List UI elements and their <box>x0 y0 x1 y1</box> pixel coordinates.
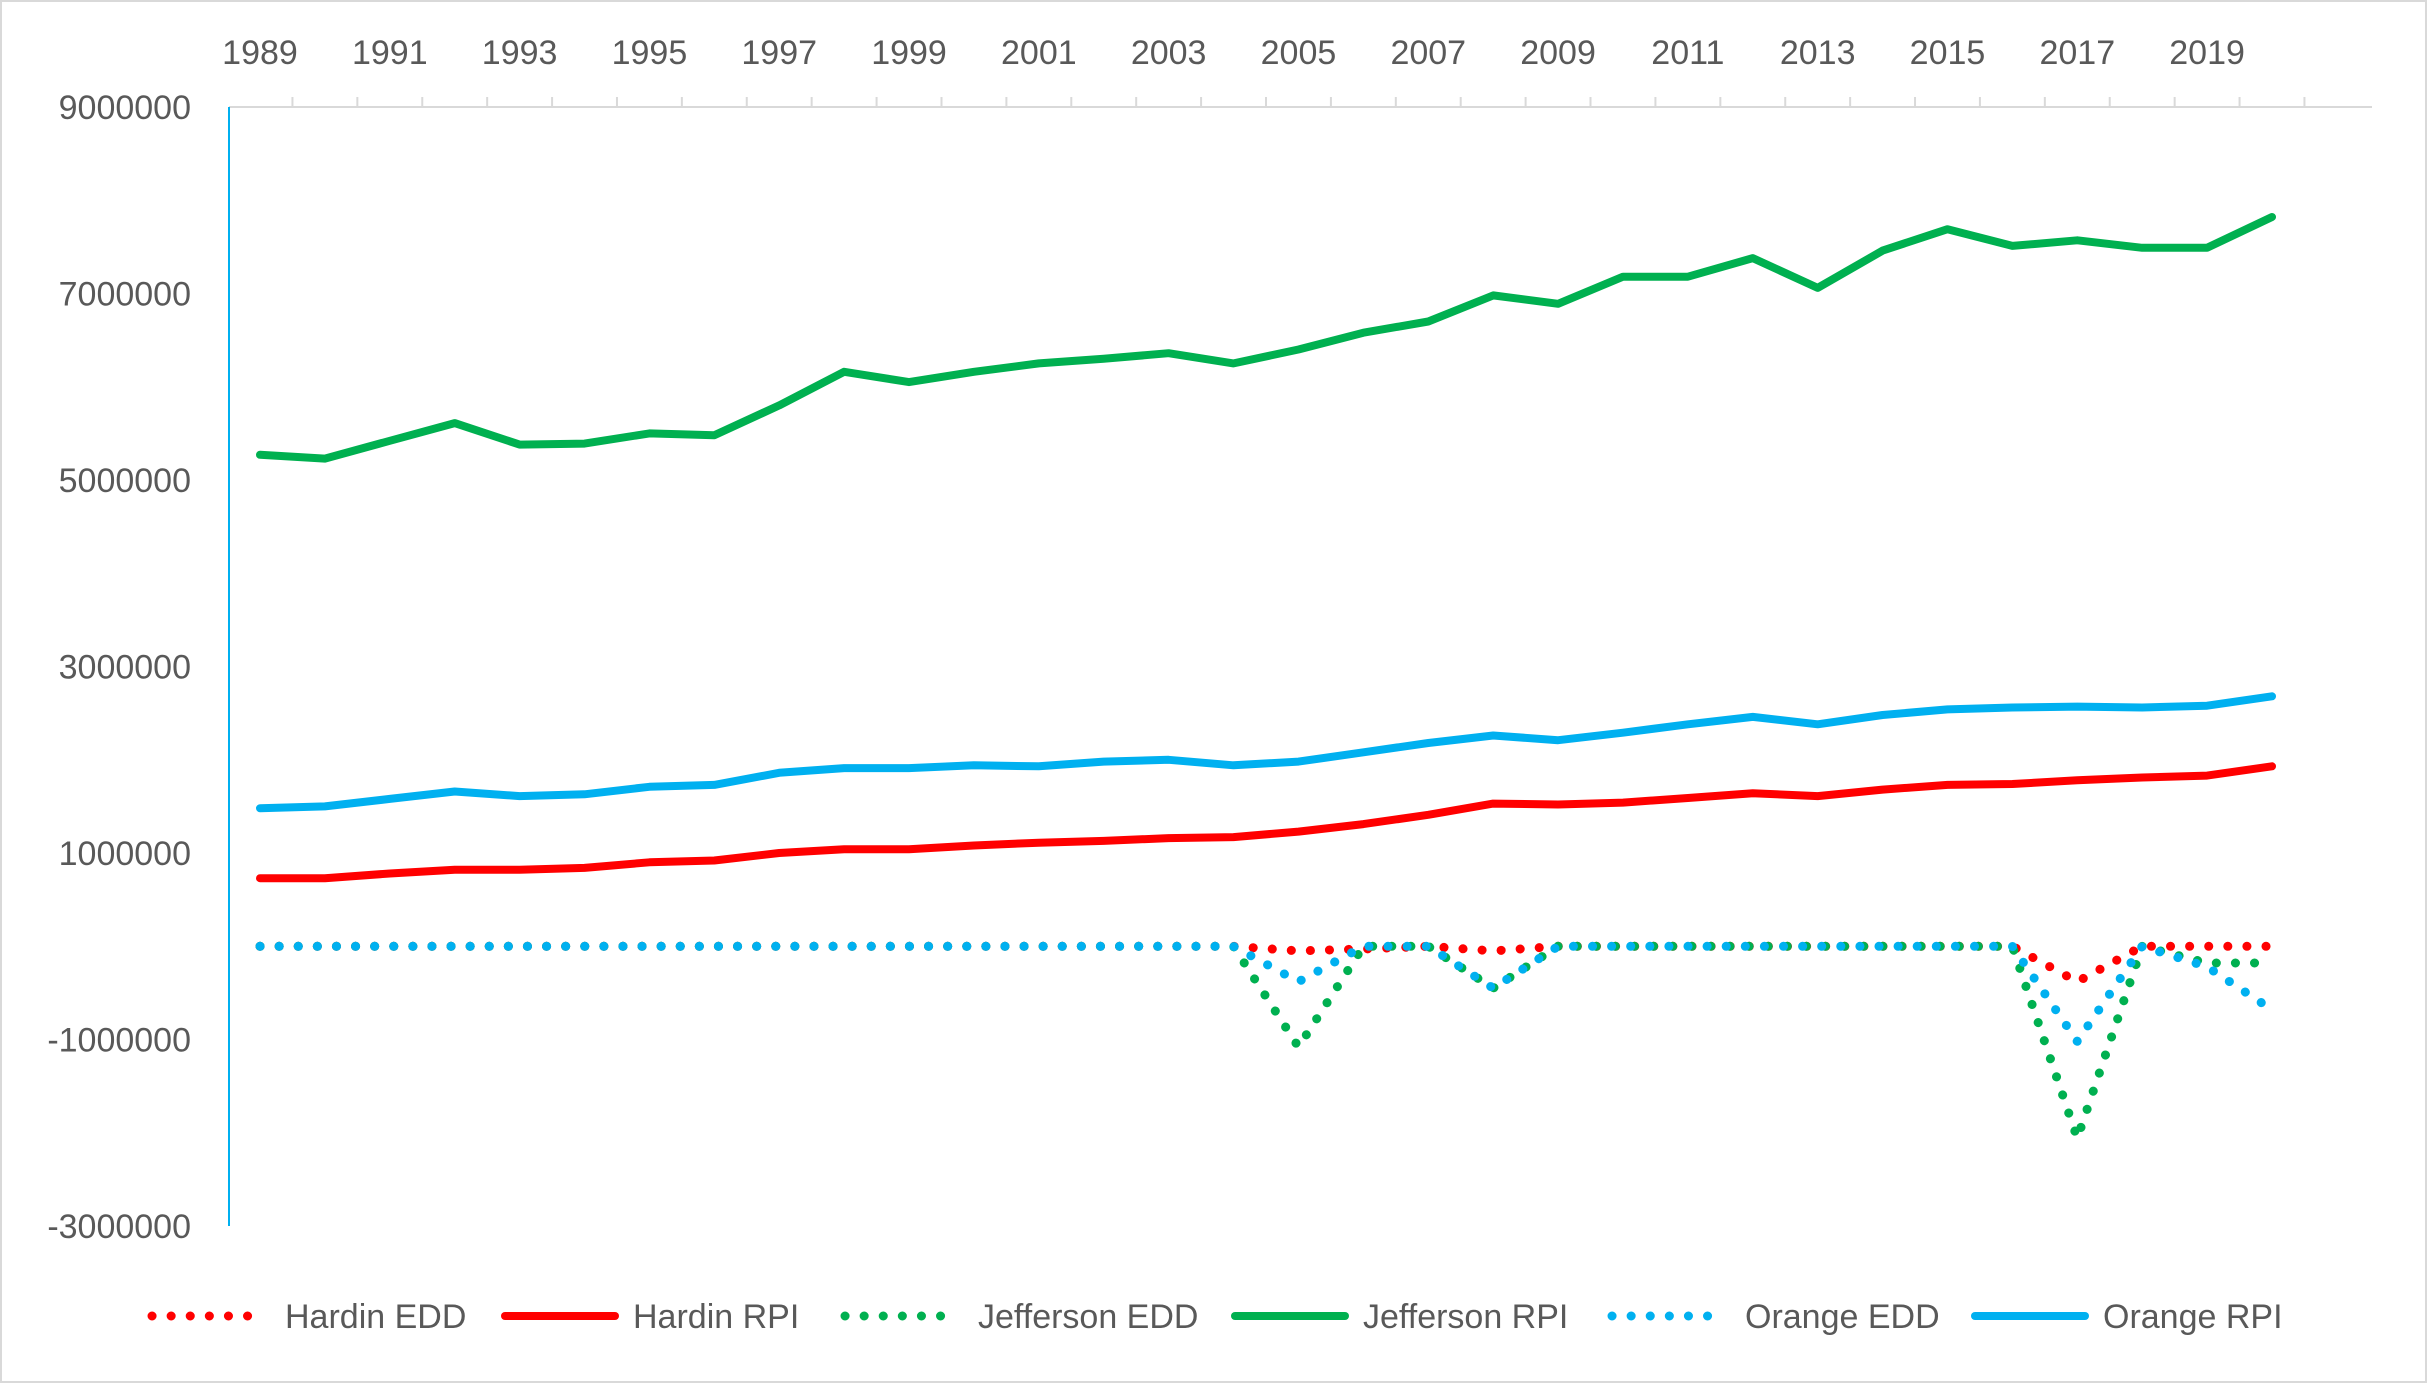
x-tick-label: 2019 <box>2169 34 2245 72</box>
y-tick-label: 3000000 <box>59 649 191 687</box>
legend-label: Jefferson RPI <box>1363 1298 1568 1336</box>
legend-label: Orange RPI <box>2103 1298 2283 1336</box>
x-tick-label: 1995 <box>612 34 688 72</box>
legend-item: Hardin RPI <box>501 1298 799 1336</box>
y-tick-label: -3000000 <box>47 1208 191 1246</box>
legend-item: Jefferson EDD <box>840 1298 1198 1336</box>
legend-label: Hardin EDD <box>285 1298 466 1336</box>
y-tick-label: 1000000 <box>59 835 191 873</box>
x-tick-label: 2001 <box>1001 34 1077 72</box>
x-tick-label: 2005 <box>1261 34 1337 72</box>
y-tick-label: 7000000 <box>59 276 191 314</box>
x-tick-label: 1997 <box>741 34 817 72</box>
x-tick-label: 2015 <box>1910 34 1986 72</box>
legend-item: Orange EDD <box>1607 1298 1940 1336</box>
series-line-orange-rpi <box>256 692 2276 813</box>
legend-item: Jefferson RPI <box>1231 1298 1568 1336</box>
series-line-hardin-rpi <box>256 762 2276 883</box>
x-tick-label: 2011 <box>1651 34 1724 72</box>
legend-label: Orange EDD <box>1745 1298 1940 1336</box>
legend-label: Jefferson EDD <box>978 1298 1198 1336</box>
x-tick-label: 1991 <box>352 34 428 72</box>
x-tick-label: 2013 <box>1780 34 1856 72</box>
y-tick-label: 9000000 <box>59 89 191 127</box>
series-line-orange-edd <box>255 941 2277 1046</box>
series-line-jefferson-rpi <box>256 213 2276 463</box>
series-line-jefferson-edd <box>255 941 2277 1143</box>
y-tick-label: -1000000 <box>47 1022 191 1060</box>
y-tick-label: 5000000 <box>59 462 191 500</box>
x-tick-label: 2003 <box>1131 34 1207 72</box>
x-tick-label: 2009 <box>1520 34 1596 72</box>
x-tick-label: 2007 <box>1390 34 1466 72</box>
legend-item: Orange RPI <box>1971 1298 2283 1336</box>
x-tick-label: 1989 <box>222 34 298 72</box>
x-tick-label: 2017 <box>2039 34 2115 72</box>
legend-item: Hardin EDD <box>147 1298 466 1336</box>
legend-label: Hardin RPI <box>633 1298 799 1336</box>
x-tick-label: 1999 <box>871 34 947 72</box>
x-tick-label: 1993 <box>482 34 558 72</box>
